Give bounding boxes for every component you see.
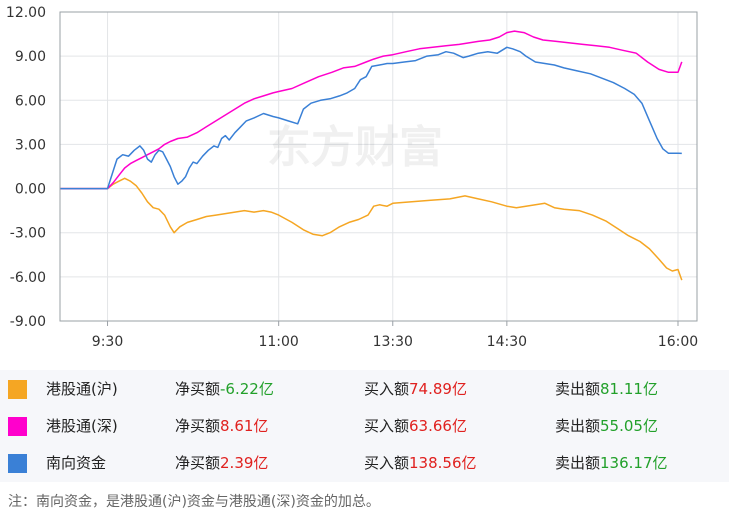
net-buy-label: 净买额 [175,454,221,472]
buy-label: 买入额 [364,417,410,435]
buy-amount: 买入额138.56亿 [364,445,477,482]
legend-name: 南向资金 [46,454,107,472]
x-tick-label: 13:30 [373,334,413,350]
sell-label: 卖出额 [555,417,601,435]
legend-swatch-sz [8,417,27,436]
y-tick-label: -9.00 [10,314,46,330]
chart-watermark: 东方财富 [267,122,443,173]
legend-name: 港股通(深) [46,417,118,435]
buy-amount: 买入额63.66亿 [364,408,467,445]
net-buy-value: -6.22亿 [220,380,274,398]
buy-value: 63.66亿 [409,417,467,435]
sell-amount: 卖出额55.05亿 [555,408,658,445]
legend-row-sh: 港股通(沪) 净买额-6.22亿 买入额74.89亿 卖出额81.11亿 [0,371,729,408]
legend-table: 港股通(沪) 净买额-6.22亿 买入额74.89亿 卖出额81.11亿 港股通… [0,370,729,482]
y-tick-label: 3.00 [15,137,46,153]
y-tick-label: 12.00 [6,5,46,21]
x-tick-label: 11:00 [258,334,298,350]
y-tick-label: -6.00 [10,270,46,286]
buy-amount: 买入额74.89亿 [364,371,467,408]
sell-label: 卖出额 [555,454,601,472]
series-line-1 [60,30,683,190]
footnote: 注：南向资金，是港股通(沪)资金与港股通(深)资金的加总。 [8,494,380,510]
sell-value: 81.11亿 [600,380,658,398]
net-buy: 净买额2.39亿 [175,445,268,482]
legend-row-south: 南向资金 净买额2.39亿 买入额138.56亿 卖出额136.17亿 [0,445,729,482]
y-tick-label: 0.00 [15,182,46,198]
x-axis: 9:30 11:00 13:30 14:30 16:00 [92,321,698,350]
net-buy: 净买额-6.22亿 [175,371,274,408]
buy-value: 74.89亿 [409,380,467,398]
chart-series [60,30,683,281]
net-buy-label: 净买额 [175,417,221,435]
series-line-2 [60,46,682,190]
buy-value: 138.56亿 [409,454,477,472]
legend-swatch-south [8,454,27,473]
legend-name: 港股通(沪) [46,380,118,398]
net-buy: 净买额8.61亿 [175,408,268,445]
net-buy-value: 8.61亿 [220,417,269,435]
net-buy-value: 2.39亿 [220,454,269,472]
x-tick-label: 9:30 [92,334,123,350]
net-buy-label: 净买额 [175,380,221,398]
y-tick-label: -3.00 [10,226,46,242]
y-tick-label: 6.00 [15,93,46,109]
plot-frame [59,11,698,322]
buy-label: 买入额 [364,380,410,398]
sell-label: 卖出额 [555,380,601,398]
sell-amount: 卖出额81.11亿 [555,371,658,408]
legend-swatch-sh [8,380,27,399]
series-line-0 [60,177,683,281]
x-tick-label: 16:00 [658,334,698,350]
x-tick-label: 14:30 [487,334,527,350]
y-axis: 12.00 9.00 6.00 3.00 0.00 -3.00 -6.00 -9.00 [6,5,46,330]
sell-value: 136.17亿 [600,454,668,472]
y-tick-label: 9.00 [15,49,46,65]
buy-label: 买入额 [364,454,410,472]
sell-value: 55.05亿 [600,417,658,435]
fund-flow-chart: 东方财富 12.00 9.00 6.00 3.00 0.00 -3.00 -6.00 -9.0… [6,5,698,350]
legend-row-sz: 港股通(深) 净买额8.61亿 买入额63.66亿 卖出额55.05亿 [0,408,729,445]
sell-amount: 卖出额136.17亿 [555,445,668,482]
